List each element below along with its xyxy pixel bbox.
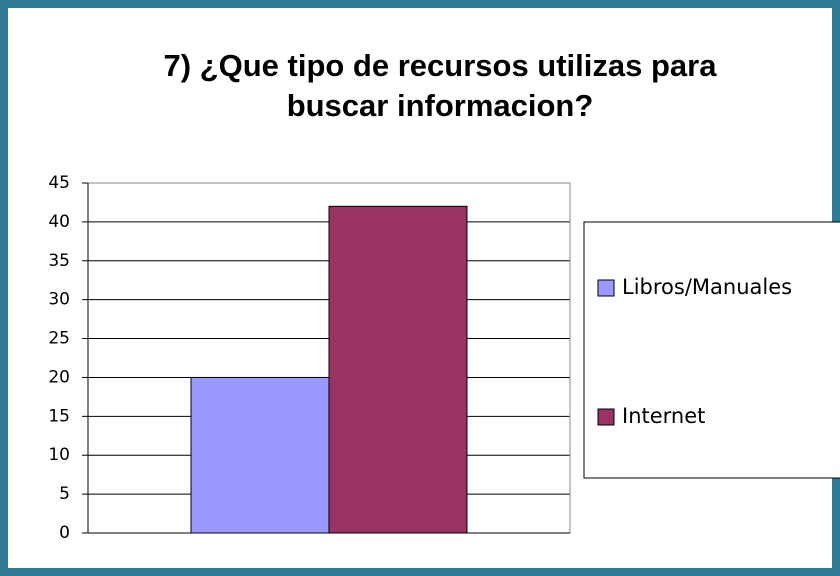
y-tick-label: 25 — [48, 329, 70, 349]
y-tick-label: 0 — [59, 523, 70, 543]
legend-box — [583, 221, 840, 479]
y-tick-label: 45 — [48, 173, 70, 193]
legend-label: Libros/Manuales — [622, 275, 792, 299]
y-tick-label: 20 — [48, 367, 70, 387]
legend-swatch — [597, 279, 615, 297]
y-tick-label: 15 — [48, 406, 70, 426]
bar — [190, 376, 330, 534]
legend-label: Internet — [622, 404, 705, 428]
legend-swatch — [597, 408, 615, 426]
bar — [328, 205, 468, 534]
chart-title: 7) ¿Que tipo de recursos utilizas para b… — [163, 48, 717, 123]
y-tick-label: 30 — [48, 290, 70, 310]
y-tick-label: 10 — [48, 445, 70, 465]
y-tick-label: 5 — [59, 484, 70, 504]
y-tick-label: 35 — [48, 251, 70, 271]
y-tick-label: 40 — [48, 212, 70, 232]
